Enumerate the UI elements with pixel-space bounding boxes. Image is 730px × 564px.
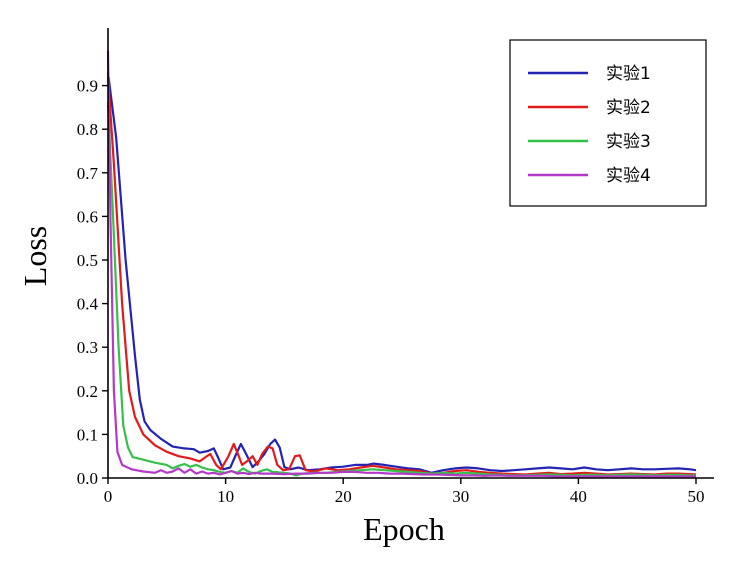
x-tick-label: 40 [570,487,587,506]
series-line-4 [106,50,696,478]
y-ticks: 0.0 0.1 0.2 0.3 0.4 0.5 0.6 0.7 0.8 0.9 [77,77,108,488]
plot-area [106,50,697,478]
y-axis-title: Loss [17,226,53,286]
series-line-1 [106,72,697,474]
series-line-2 [106,76,697,476]
legend-label-3: 实验3 [606,132,651,152]
x-axis-title: Epoch [363,511,445,547]
x-tick-label: 10 [217,487,234,506]
x-ticks: 0 10 20 30 40 50 [104,478,705,506]
y-tick-label: 0.5 [77,251,98,270]
y-tick-label: 0.9 [77,77,98,96]
x-tick-label: 20 [335,487,352,506]
x-tick-label: 50 [688,487,705,506]
y-tick-label: 0.2 [77,382,98,401]
y-tick-label: 0.3 [77,338,98,357]
y-tick-label: 0.8 [77,120,98,139]
legend-label-4: 实验4 [606,166,651,186]
y-tick-label: 0.7 [77,164,99,183]
x-tick-label: 0 [104,487,113,506]
axes [107,28,714,479]
legend-label-2: 实验2 [606,98,651,118]
y-tick-label: 0.6 [77,207,98,226]
y-tick-label: 0.1 [77,425,98,444]
y-tick-label: 0.4 [77,295,99,314]
y-tick-label: 0.0 [77,469,98,488]
legend-label-1: 实验1 [606,64,651,84]
legend-box [509,39,707,207]
legend: 实验1 实验2 实验3 实验4 [509,39,707,207]
x-tick-label: 30 [452,487,469,506]
